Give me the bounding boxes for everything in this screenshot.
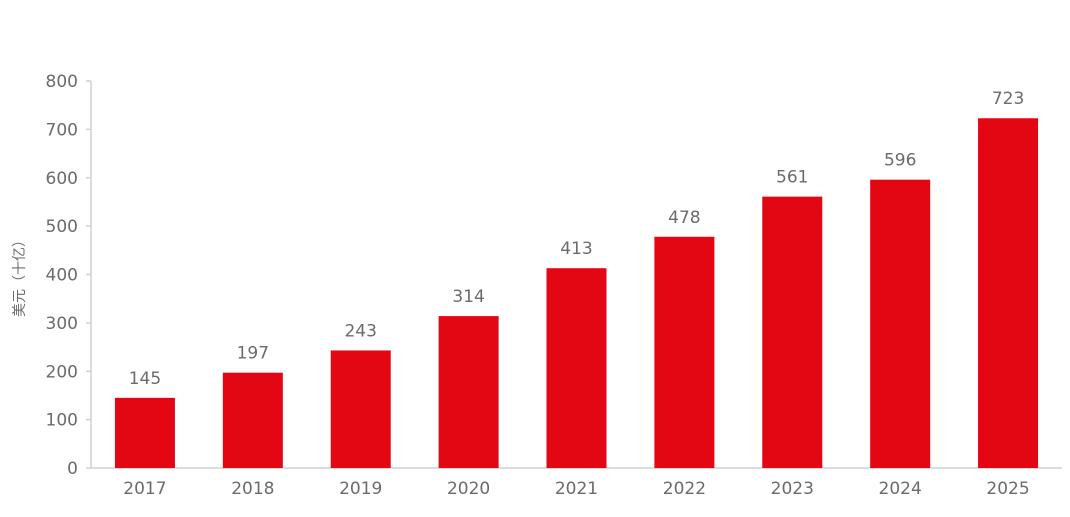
x-tick-label: 2019 [339,479,382,499]
data-label: 314 [452,287,484,307]
x-tick-label: 2017 [123,479,166,499]
data-label: 413 [560,239,592,259]
data-label: 561 [776,168,808,188]
y-axis-ticks: 0 100 200 300 400 500 600 700 800 [46,72,91,479]
x-axis-ticks: 2017 2018 2019 2020 2021 2022 2023 2024 2025 [123,479,1029,499]
y-tick-label: 0 [67,459,78,479]
x-tick-label: 2021 [555,479,598,499]
bar [762,196,823,468]
x-tick-label: 2024 [879,479,922,499]
y-axis-title-group: 美元（十亿） [12,233,28,317]
x-tick-label: 2025 [986,479,1029,499]
y-axis-title: 美元（十亿） [12,233,28,317]
bar [114,397,175,468]
bar [438,316,499,468]
bar [654,236,715,468]
data-label: 723 [992,89,1024,109]
y-tick-label: 600 [46,169,78,189]
y-tick-label: 200 [46,362,78,382]
x-tick-label: 2020 [447,479,490,499]
data-label: 243 [344,321,376,341]
y-tick-label: 700 [46,120,78,140]
data-label: 197 [237,344,269,364]
data-label: 478 [668,208,700,228]
y-tick-label: 800 [46,72,78,92]
y-tick-label: 400 [46,266,78,286]
y-tick-label: 500 [46,217,78,237]
x-tick-label: 2022 [663,479,706,499]
bar [546,268,607,468]
data-label: 596 [884,151,916,171]
y-tick-label: 300 [46,314,78,334]
bar [870,179,931,468]
bar [330,350,391,468]
y-tick-label: 100 [46,411,78,431]
bar [978,118,1039,468]
bars [114,118,1039,468]
x-tick-label: 2018 [231,479,274,499]
data-label: 145 [129,369,161,389]
data-labels: 145 197 243 314 413 478 561 596 723 [129,89,1025,389]
x-tick-label: 2023 [771,479,814,499]
bar [222,372,283,468]
